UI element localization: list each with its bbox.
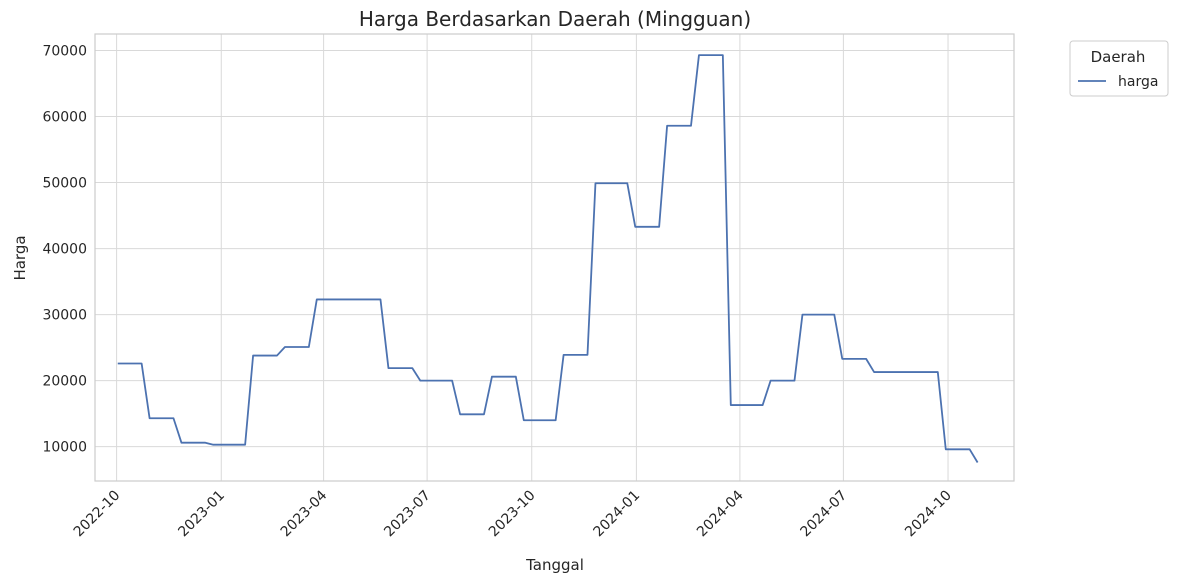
x-tick-label: 2024-01: [591, 488, 644, 541]
y-tick-label: 40000: [42, 242, 87, 258]
legend-label-harga: harga: [1118, 74, 1158, 90]
legend-title: Daerah: [1091, 48, 1146, 66]
series-group: [117, 54, 979, 463]
chart-title: Harga Berdasarkan Daerah (Mingguan): [359, 7, 751, 31]
x-tick-label: 2023-01: [175, 488, 228, 541]
y-tick-label: 30000: [42, 308, 87, 324]
plot-frame: [94, 33, 1015, 482]
y-axis: 10000 20000 30000 40000 50000 60000 70000: [42, 44, 87, 456]
y-tick-label: 10000: [42, 440, 87, 456]
x-axis-label: Tanggal: [525, 556, 584, 574]
x-tick-label: 2022-10: [71, 488, 124, 541]
legend: Daerah harga: [1069, 40, 1169, 97]
x-tick-label: 2023-07: [381, 488, 434, 541]
y-tick-label: 50000: [42, 176, 87, 192]
legend-box: [1069, 40, 1169, 97]
series-line-harga: [117, 54, 979, 463]
x-tick-label: 2024-07: [798, 488, 851, 541]
x-axis: 2022-10 2023-01 2023-04 2023-07 2023-10 2024-…: [71, 487, 955, 540]
x-tick-label: 2023-10: [486, 488, 539, 541]
x-tick-label: 2024-10: [902, 488, 955, 541]
x-tick-label: 2023-04: [278, 487, 331, 540]
x-tick-label: 2024-04: [694, 487, 747, 540]
grid: [95, 34, 1014, 481]
y-axis-label: Harga: [11, 235, 29, 280]
y-tick-label: 70000: [42, 44, 87, 60]
y-tick-label: 20000: [42, 374, 87, 390]
y-tick-label: 60000: [42, 110, 87, 126]
